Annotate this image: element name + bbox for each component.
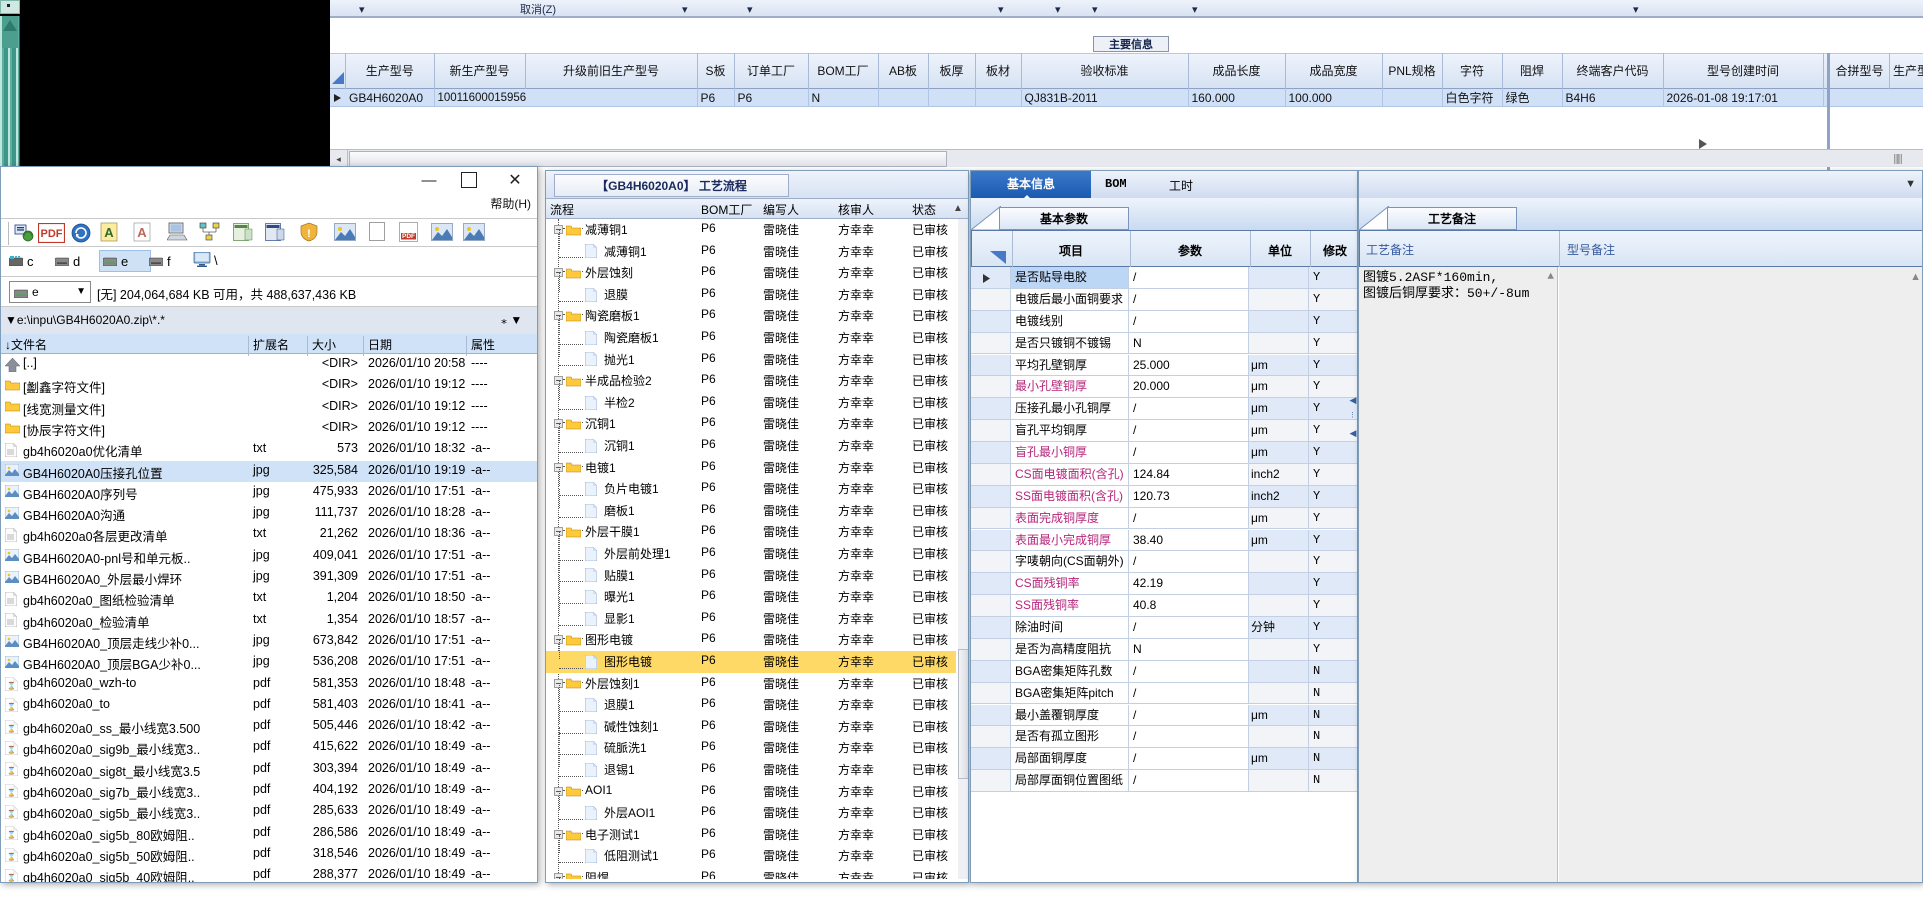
svg-text:⌛: ⌛ xyxy=(7,788,16,797)
svg-text:⌛: ⌛ xyxy=(7,681,16,690)
svg-text:A: A xyxy=(137,225,147,240)
svg-text:⌛: ⌛ xyxy=(7,809,16,818)
svg-text:⌛: ⌛ xyxy=(7,873,16,882)
svg-text:A: A xyxy=(104,225,114,240)
svg-text:PDF: PDF xyxy=(402,233,415,240)
svg-text:PDF: PDF xyxy=(41,228,63,240)
svg-text:⌛: ⌛ xyxy=(7,852,16,861)
svg-text:⌛: ⌛ xyxy=(7,830,16,839)
svg-text:⌛: ⌛ xyxy=(7,702,16,711)
svg-text:⌛: ⌛ xyxy=(7,724,16,733)
svg-text:⌛: ⌛ xyxy=(7,745,16,754)
svg-text:!: ! xyxy=(307,228,311,240)
svg-text:⌛: ⌛ xyxy=(7,766,16,775)
